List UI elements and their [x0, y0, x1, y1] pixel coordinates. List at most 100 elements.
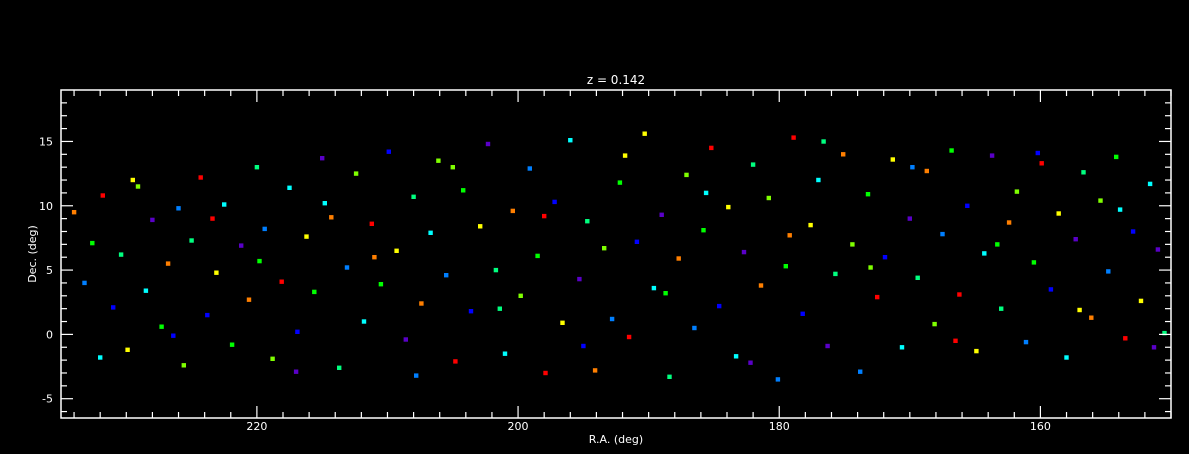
data-point: [150, 217, 155, 223]
data-point: [239, 243, 244, 248]
chart-title: z = 0.142: [587, 73, 645, 87]
data-point: [775, 377, 781, 382]
data-point: [118, 252, 124, 257]
data-point: [1130, 229, 1136, 234]
data-point: [71, 210, 77, 215]
data-point: [741, 249, 747, 255]
data-point: [518, 293, 523, 298]
data-point: [800, 311, 805, 316]
data-point: [982, 251, 987, 256]
data-point: [995, 242, 1000, 247]
data-point: [602, 246, 607, 251]
data-point: [965, 203, 970, 208]
y-tick-label: 15: [39, 135, 53, 148]
data-point: [816, 177, 821, 183]
data-point: [254, 165, 260, 170]
data-point: [165, 261, 171, 266]
data-point: [953, 338, 958, 343]
data-point: [659, 212, 664, 217]
data-point: [1155, 247, 1161, 252]
data-point: [130, 177, 135, 183]
ticks-layer: 220 200 180 160 -5 0 5 10 15: [39, 90, 1172, 433]
data-point: [875, 294, 880, 300]
data-point: [262, 226, 267, 232]
data-point: [90, 240, 95, 246]
data-point: [1081, 170, 1086, 175]
data-point: [279, 279, 284, 284]
data-point: [450, 165, 455, 170]
data-point: [428, 230, 433, 235]
data-point: [1162, 330, 1167, 336]
data-point: [1048, 287, 1054, 292]
data-point: [1106, 269, 1111, 274]
data-point: [135, 184, 141, 189]
data-point: [825, 343, 830, 349]
data-point: [1014, 189, 1020, 194]
data-point: [663, 291, 668, 296]
data-point: [414, 373, 419, 378]
data-point: [1073, 237, 1078, 242]
data-point: [974, 348, 979, 354]
data-point: [783, 264, 788, 269]
data-point: [1023, 339, 1029, 345]
data-point: [493, 267, 499, 273]
data-point: [176, 206, 181, 211]
data-point: [750, 162, 756, 167]
data-point: [287, 185, 292, 190]
data-point: [910, 165, 915, 170]
data-point: [171, 333, 176, 338]
data-point: [543, 370, 548, 376]
data-point: [890, 157, 895, 162]
data-point: [98, 355, 103, 360]
data-point: [257, 258, 262, 264]
data-point: [461, 188, 466, 193]
data-point: [229, 342, 235, 347]
plot-frame: [60, 89, 1172, 419]
data-point: [957, 292, 962, 297]
y-tick-label: -5: [42, 393, 53, 406]
data-point: [684, 172, 689, 178]
data-point: [386, 149, 391, 154]
data-point: [858, 369, 863, 374]
data-point: [214, 270, 219, 275]
data-point: [1035, 150, 1040, 156]
y-axis-label: Dec. (deg): [26, 225, 39, 283]
data-point: [189, 238, 194, 243]
data-point: [717, 303, 722, 309]
data-point: [642, 131, 647, 136]
data-point: [868, 265, 873, 270]
data-point: [322, 201, 327, 206]
data-point: [497, 306, 502, 311]
data-point: [609, 316, 615, 322]
data-point: [510, 208, 515, 214]
data-point: [581, 343, 586, 349]
data-point: [1064, 355, 1069, 360]
data-point: [111, 305, 116, 310]
data-point: [295, 329, 300, 334]
data-point: [100, 193, 105, 198]
data-point: [634, 239, 640, 244]
data-point: [159, 324, 164, 329]
data-point: [915, 275, 920, 280]
data-point: [865, 192, 871, 197]
data-point: [411, 194, 416, 199]
data-point: [787, 233, 792, 238]
data-point: [181, 363, 186, 368]
y-tick-label: 0: [46, 328, 53, 341]
y-tick-label: 10: [39, 200, 53, 213]
data-point: [1151, 345, 1157, 350]
data-point: [1147, 181, 1153, 187]
x-tick-label: 220: [246, 420, 267, 433]
data-point: [585, 219, 590, 224]
x-axis-label: R.A. (deg): [589, 433, 643, 446]
data-point: [337, 365, 342, 370]
points-layer: [71, 131, 1167, 382]
data-point: [344, 265, 350, 270]
data-point: [882, 255, 888, 260]
data-point: [270, 356, 275, 361]
data-point: [577, 276, 582, 282]
data-point: [932, 321, 937, 327]
data-point: [468, 309, 474, 314]
data-point: [667, 374, 672, 379]
data-point: [125, 347, 130, 352]
